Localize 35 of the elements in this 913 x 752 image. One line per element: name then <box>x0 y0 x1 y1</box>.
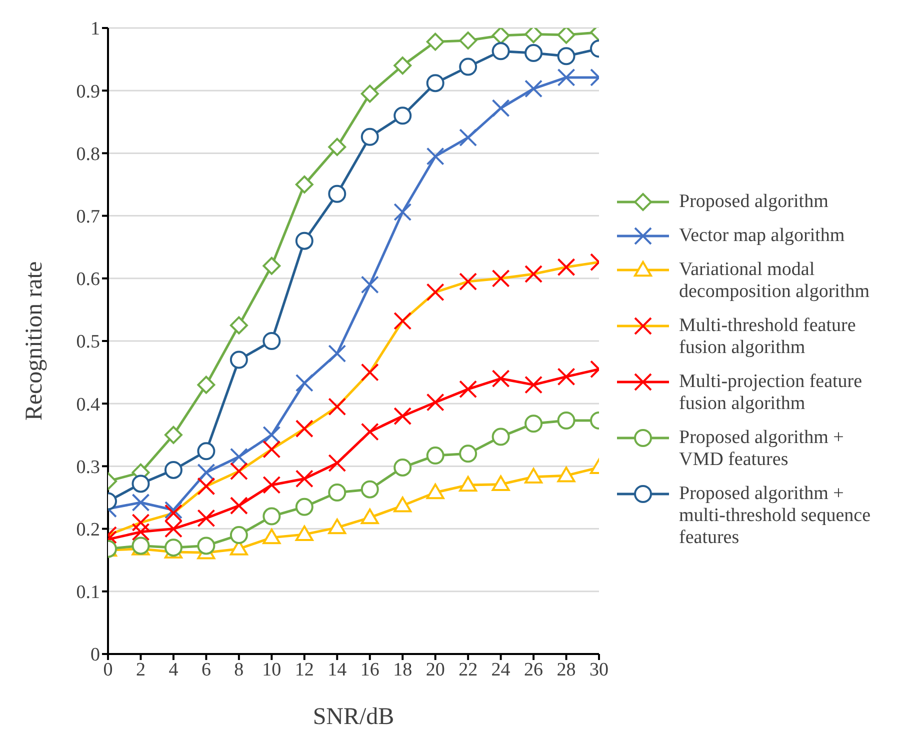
x-tick-label: 10 <box>262 659 282 680</box>
y-tick-label: 0.8 <box>76 144 100 165</box>
y-tick-label: 0.7 <box>76 206 100 228</box>
legend-label: Proposed algorithm <box>679 191 828 213</box>
y-tick-label: 0 <box>90 644 100 666</box>
y-axis-title: Recognition rate <box>22 261 48 421</box>
y-tick-label: 0.1 <box>76 582 100 604</box>
y-tick-label: 0.6 <box>76 269 100 290</box>
legend-label: Multi-threshold feature fusion algorithm <box>679 315 857 359</box>
x-tick-label: 12 <box>294 659 314 680</box>
legend-label: Vector map algorithm <box>679 225 845 247</box>
x-axis-title: SNR/dB <box>312 704 394 730</box>
y-tick-label: 1 <box>90 18 100 40</box>
y-tick-label: 0.2 <box>76 520 100 541</box>
x-tick-label: 16 <box>360 659 380 680</box>
y-tick-label: 0.5 <box>76 332 100 353</box>
x-tick-label: 28 <box>556 659 576 680</box>
x-tick-label: 26 <box>524 659 544 680</box>
y-tick-label: 0.3 <box>76 456 100 478</box>
x-tick-label: 4 <box>168 659 179 680</box>
x-tick-label: 24 <box>491 659 511 680</box>
x-tick-label: 6 <box>201 659 211 680</box>
x-tick-label: 22 <box>458 659 478 680</box>
x-tick-label: 18 <box>393 659 412 680</box>
x-tick-label: 8 <box>234 659 244 680</box>
x-tick-label: 30 <box>590 659 608 680</box>
legend-label: Proposed algorithm + VMD features <box>679 427 845 471</box>
y-tick-label: 0.9 <box>76 81 100 102</box>
legend-label: Variational modal decomposition algorithm <box>679 259 871 303</box>
x-tick-label: 14 <box>328 659 348 680</box>
x-tick-label: 2 <box>136 659 146 680</box>
y-tick-label: 0.4 <box>76 394 100 416</box>
legend-label: Proposed algorithm + multi-threshold sequence features <box>679 483 872 549</box>
x-tick-label: 20 <box>426 659 445 680</box>
legend-label: Multi-projection feature fusion algorithm <box>679 371 864 415</box>
